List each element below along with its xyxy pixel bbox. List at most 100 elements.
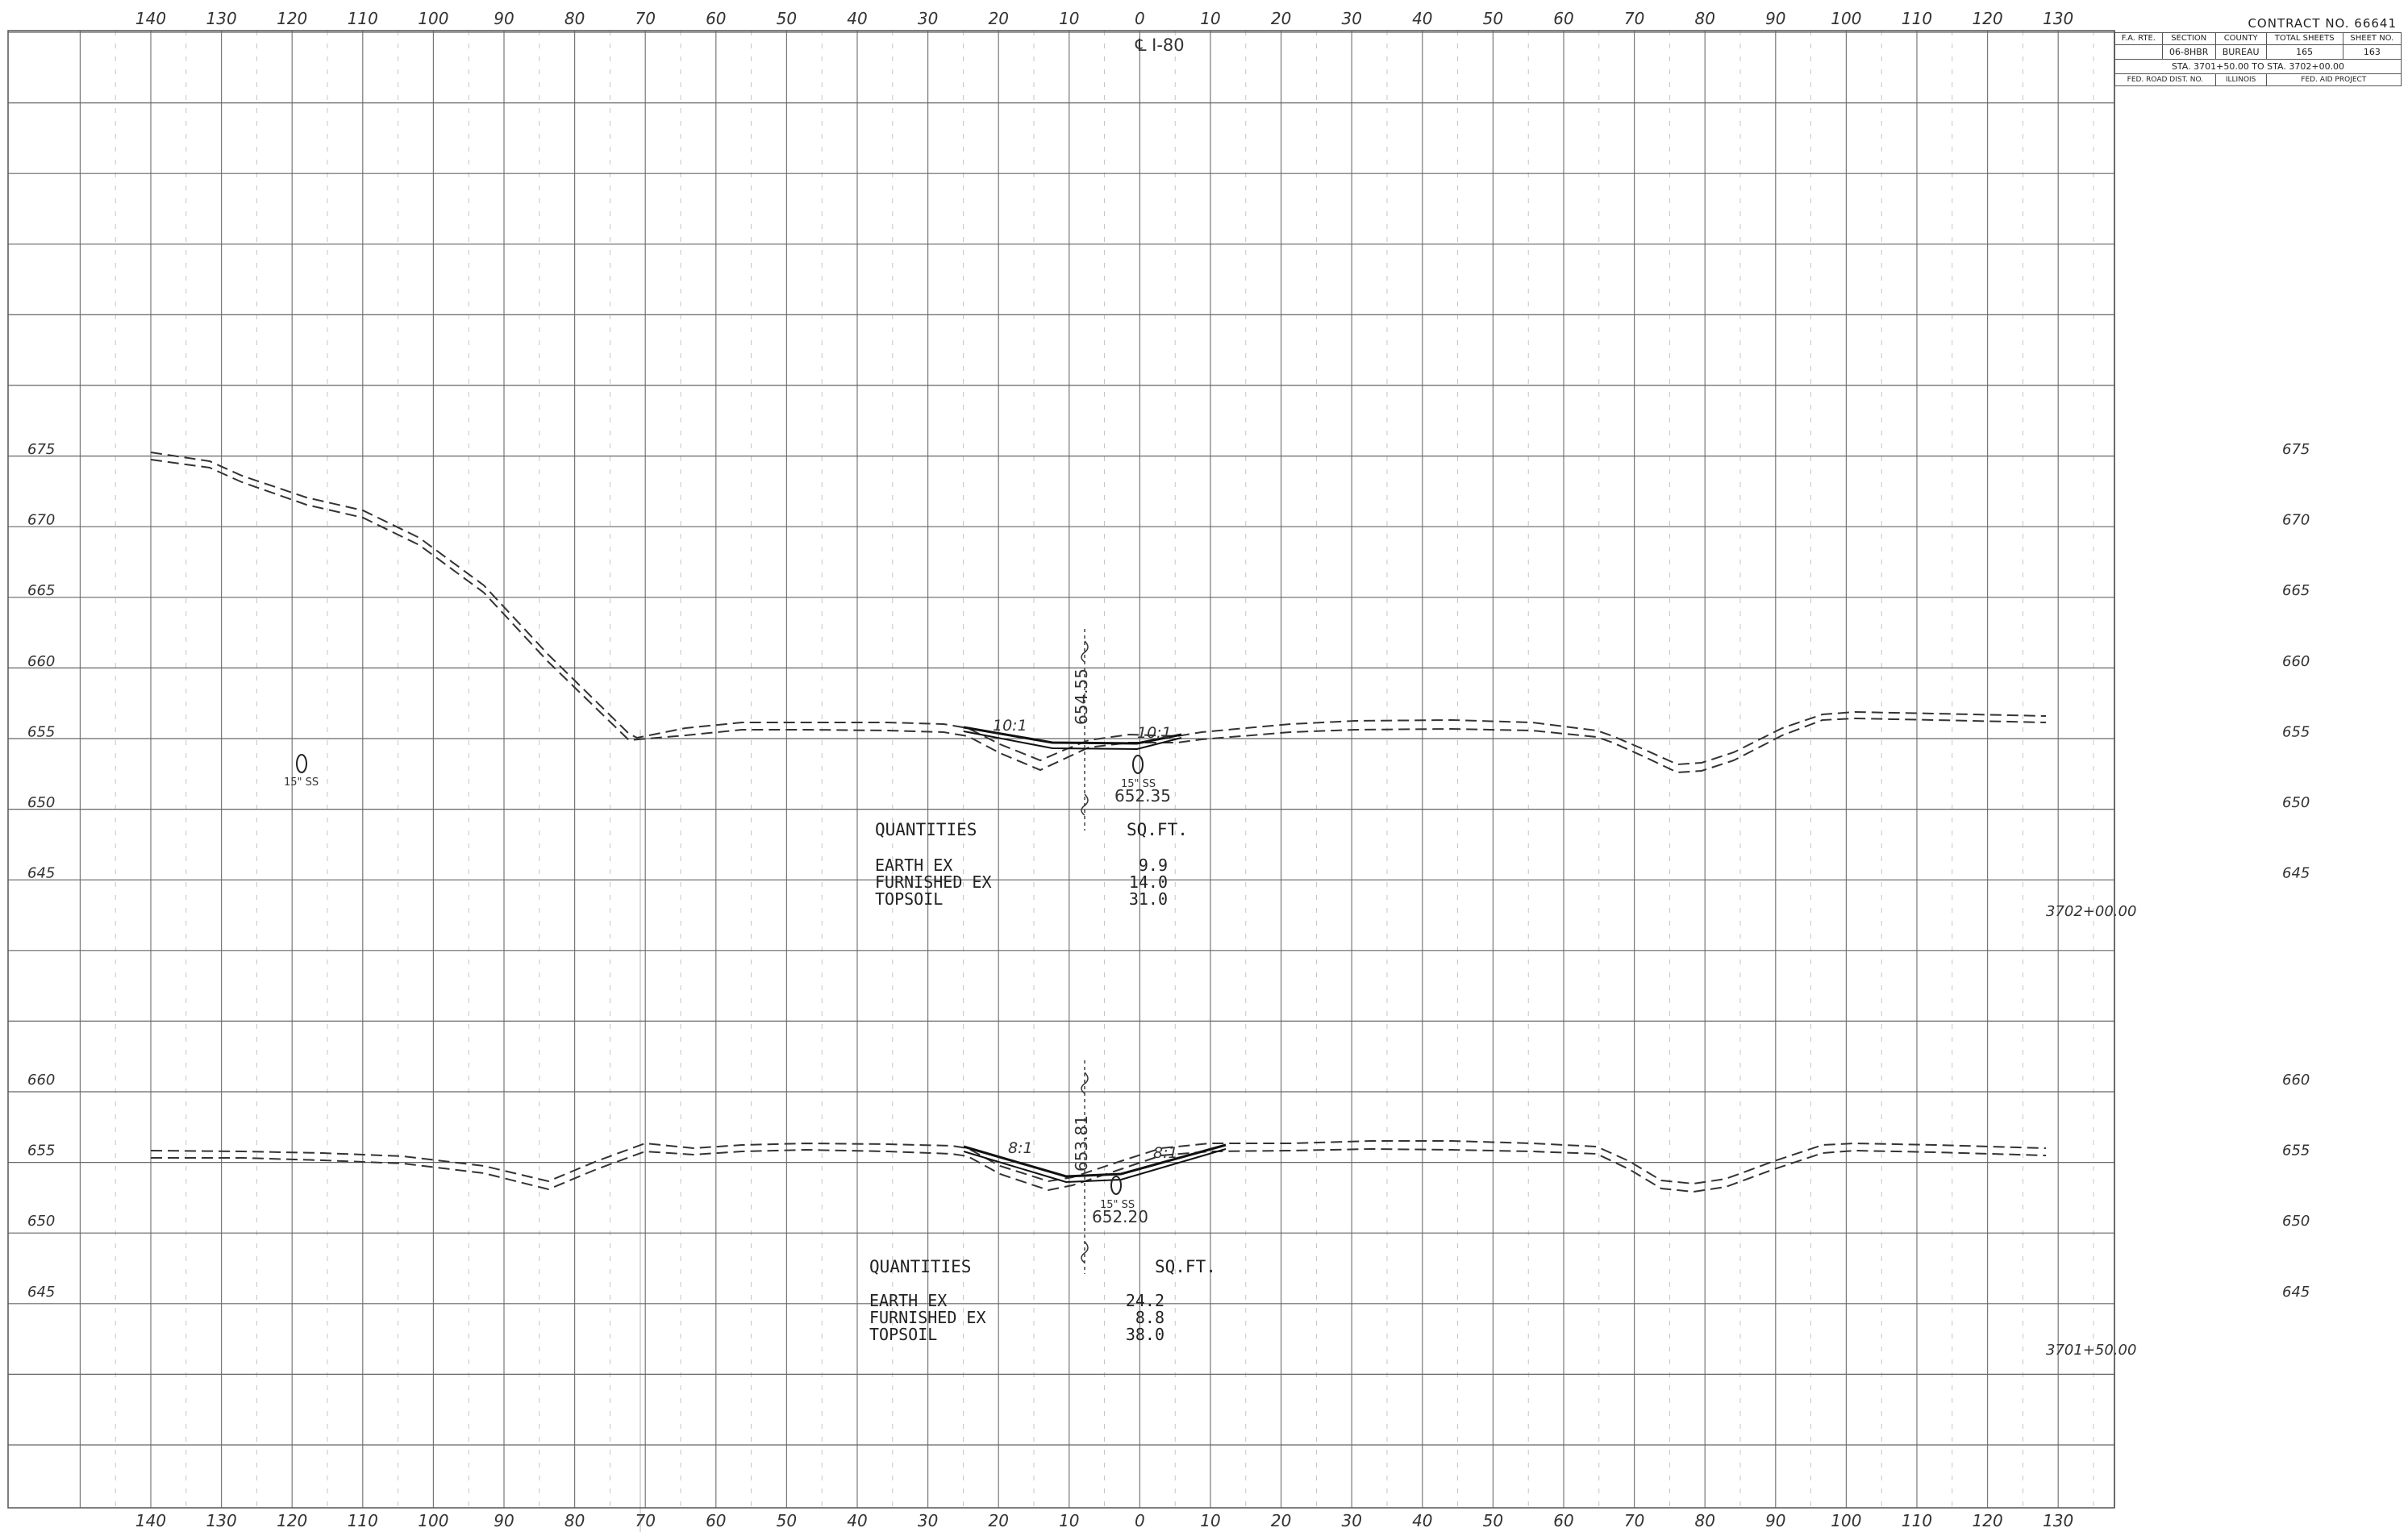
bottom-offset-label: 50 bbox=[777, 1511, 797, 1530]
bottom-offset-label: 60 bbox=[706, 1511, 726, 1530]
bottom-offset-label: 80 bbox=[565, 1511, 585, 1530]
centerline-label: ℄ I-80 bbox=[1135, 35, 1185, 55]
lower-proposed-ditch-inner bbox=[963, 1148, 1227, 1184]
bottom-offset-label: 110 bbox=[348, 1511, 378, 1530]
top-offset-label: 20 bbox=[1271, 9, 1291, 28]
bottom-offset-label: 110 bbox=[1902, 1511, 1932, 1530]
upper-proposed-ditch bbox=[963, 726, 1182, 745]
lower-slope-right: 8:1 bbox=[1153, 1144, 1178, 1162]
upper-pipe-center bbox=[1132, 755, 1144, 774]
elevation-label-right: 645 bbox=[2282, 1284, 2310, 1301]
upper-pipe-left bbox=[296, 754, 307, 773]
lower-station-label: 3701+50.00 bbox=[2046, 1342, 2136, 1359]
upper-existing-ground-2 bbox=[150, 459, 2047, 774]
bottom-offset-label: 80 bbox=[1694, 1511, 1714, 1530]
section-value: 06-8HBR bbox=[2161, 44, 2216, 60]
top-offset-label: 140 bbox=[135, 9, 166, 28]
top-offset-label: 120 bbox=[277, 9, 307, 28]
top-offset-labels: 140 130 120 110 100 90 80 70 60 50 40 30 20 10 0 10 20 30… bbox=[135, 9, 2073, 28]
lower-slope-left: 8:1 bbox=[1008, 1139, 1033, 1157]
bottom-offset-label: 40 bbox=[847, 1511, 867, 1530]
upper-slope-right: 10:1 bbox=[1137, 724, 1172, 742]
elevation-label-right: 670 bbox=[2282, 512, 2310, 529]
top-offset-label: 50 bbox=[1483, 9, 1503, 28]
elevation-label-left: 660 bbox=[27, 653, 55, 670]
bottom-offset-label: 0 bbox=[1135, 1511, 1145, 1530]
contract-number: CONTRACT NO. 66641 bbox=[2248, 16, 2397, 31]
elevation-label-right: 655 bbox=[2282, 723, 2310, 740]
lower-qty-value-0: 24.2 bbox=[1126, 1291, 1164, 1310]
upper-quantities-title: QUANTITIES bbox=[875, 820, 977, 839]
top-offset-label: 90 bbox=[1765, 9, 1785, 28]
top-offset-label: 0 bbox=[1135, 9, 1145, 28]
top-offset-label: 100 bbox=[418, 9, 448, 28]
lower-existing-ground-2 bbox=[151, 1147, 2047, 1193]
elevation-label-right: 655 bbox=[2282, 1143, 2310, 1159]
top-offset-label: 30 bbox=[1341, 9, 1361, 28]
bottom-offset-label: 60 bbox=[1553, 1511, 1573, 1530]
top-offset-label: 80 bbox=[565, 9, 585, 28]
upper-cross-section: 10:1 10:1 654.55 15" SS 15" SS 652.35 QU… bbox=[150, 452, 2136, 1532]
bottom-offset-label: 130 bbox=[2043, 1511, 2073, 1530]
sheet-no-header: SHEET NO. bbox=[2342, 32, 2402, 45]
elevation-label-right: 675 bbox=[2282, 441, 2310, 458]
bottom-offset-label: 70 bbox=[1624, 1511, 1644, 1530]
top-offset-label: 110 bbox=[348, 9, 378, 28]
top-offset-label: 120 bbox=[1973, 9, 2003, 28]
elevation-labels-right: 675 670 665 660 655 650 645 660 655 650 645 bbox=[2282, 441, 2310, 1301]
bottom-offset-label: 30 bbox=[1341, 1511, 1361, 1530]
upper-break-squiggle bbox=[1081, 640, 1089, 816]
top-offset-label: 10 bbox=[1059, 9, 1079, 28]
upper-station-label: 3702+00.00 bbox=[2046, 903, 2136, 920]
elevation-label-left: 670 bbox=[27, 512, 55, 529]
bottom-offset-label: 90 bbox=[494, 1511, 514, 1530]
elevation-label-right: 660 bbox=[2282, 1072, 2310, 1089]
upper-pipe-left-label: 15" SS bbox=[284, 776, 319, 789]
bottom-offset-label: 120 bbox=[277, 1511, 307, 1530]
upper-slope-left: 10:1 bbox=[993, 717, 1027, 735]
top-offset-label: 80 bbox=[1694, 9, 1714, 28]
state-name: ILLINOIS bbox=[2214, 73, 2267, 86]
title-block: CONTRACT NO. 66641 F.A. RTE. SECTION COU… bbox=[2114, 15, 2402, 86]
station-range: STA. 3701+50.00 TO STA. 3702+00.00 bbox=[2114, 59, 2402, 74]
top-offset-label: 20 bbox=[988, 9, 1008, 28]
lower-existing-ground bbox=[150, 1140, 2047, 1185]
lower-qty-item-0: EARTH EX bbox=[869, 1291, 947, 1310]
top-offset-label: 110 bbox=[1902, 9, 1932, 28]
lower-qty-value-2: 38.0 bbox=[1126, 1325, 1164, 1344]
upper-existing-ground bbox=[150, 452, 2047, 766]
upper-quantities-units: SQ.FT. bbox=[1127, 820, 1188, 839]
bottom-offset-label: 100 bbox=[1831, 1511, 1861, 1530]
bottom-offset-label: 90 bbox=[1765, 1511, 1785, 1530]
lower-qty-item-2: TOPSOIL bbox=[869, 1325, 937, 1344]
elevation-label-right: 645 bbox=[2282, 865, 2310, 882]
fed-road-dist: FED. ROAD DIST. NO. bbox=[2114, 73, 2216, 86]
fa-rte-value bbox=[2114, 44, 2163, 60]
lower-qty-value-1: 8.8 bbox=[1135, 1308, 1164, 1327]
top-offset-label: 40 bbox=[1412, 9, 1432, 28]
elevation-label-right: 650 bbox=[2282, 1213, 2310, 1230]
lower-quantities-title: QUANTITIES bbox=[869, 1257, 971, 1276]
elevation-labels-left: 675 670 665 660 655 650 645 660 655 650 645 bbox=[27, 441, 55, 1301]
county-header: COUNTY bbox=[2214, 32, 2267, 45]
bottom-offset-label: 140 bbox=[135, 1511, 166, 1530]
elevation-label-left: 645 bbox=[27, 1284, 55, 1301]
bottom-offset-label: 130 bbox=[206, 1511, 237, 1530]
section-header: SECTION bbox=[2161, 32, 2216, 45]
grid-frame bbox=[7, 30, 2115, 1509]
upper-elevation-vertical: 654.55 bbox=[1072, 668, 1091, 725]
grid-lines bbox=[7, 30, 2115, 1509]
bottom-offset-label: 20 bbox=[988, 1511, 1008, 1530]
top-offset-label: 130 bbox=[2043, 9, 2073, 28]
fa-rte-header: F.A. RTE. bbox=[2114, 32, 2163, 45]
top-offset-label: 60 bbox=[706, 9, 726, 28]
top-offset-label: 130 bbox=[206, 9, 237, 28]
county-value: BUREAU bbox=[2214, 44, 2267, 60]
top-offset-label: 90 bbox=[494, 9, 514, 28]
upper-qty-value-0: 9.9 bbox=[1139, 856, 1168, 875]
elevation-label-left: 665 bbox=[27, 582, 55, 599]
upper-pipe-elevation: 652.35 bbox=[1114, 786, 1171, 806]
upper-qty-item-0: EARTH EX bbox=[875, 856, 952, 875]
bottom-offset-label: 10 bbox=[1200, 1511, 1220, 1530]
